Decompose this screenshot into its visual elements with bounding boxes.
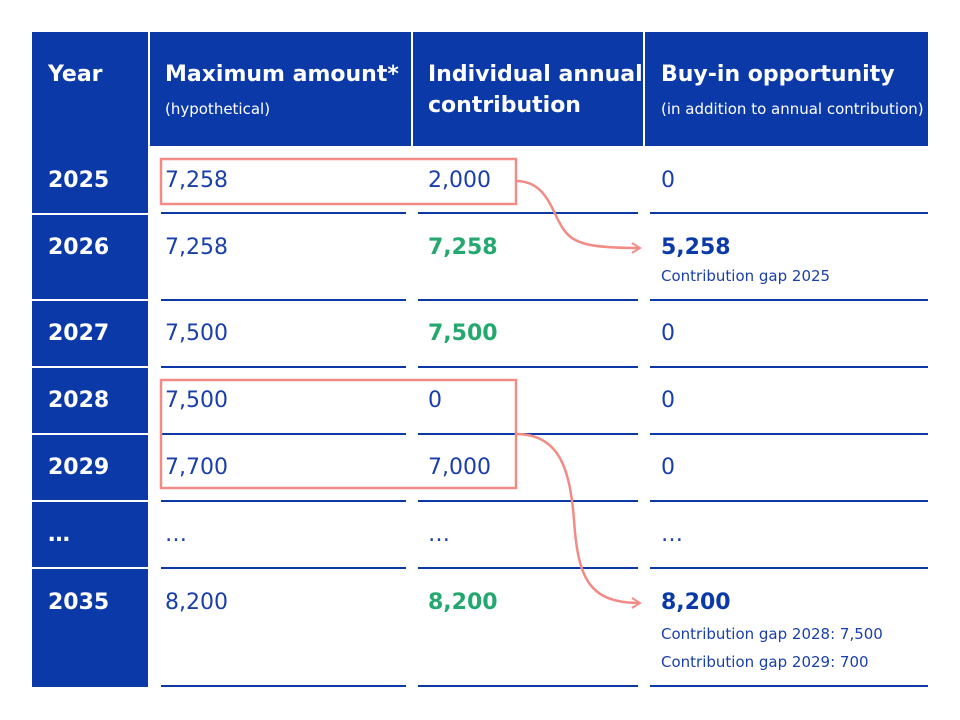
year-cell: 2026 (48, 235, 110, 260)
cell-underline (418, 567, 638, 569)
contribution-cell: 0 (428, 388, 442, 413)
cell-underline (161, 366, 406, 368)
gap-arrow-2035 (515, 432, 642, 609)
row-divider (32, 433, 148, 435)
header-max-amount-sub: (hypothetical) (165, 100, 271, 118)
buyin-cell: … (661, 522, 683, 547)
cell-underline (161, 567, 406, 569)
cell-underline (418, 366, 638, 368)
max-amount-cell: 7,500 (165, 321, 228, 346)
cell-underline (650, 567, 928, 569)
contribution-cell: 7,258 (428, 235, 498, 260)
year-cell: 2029 (48, 455, 110, 480)
year-cell: 2035 (48, 590, 110, 615)
header-individual-line2: contribution (428, 93, 581, 118)
cell-underline (650, 685, 928, 687)
contribution-cell: 8,200 (428, 590, 498, 615)
cell-underline (650, 500, 928, 502)
contribution-cell: 7,500 (428, 321, 498, 346)
cell-underline (418, 212, 638, 214)
table-header (32, 32, 928, 146)
max-amount-cell: 7,700 (165, 455, 228, 480)
cell-underline (418, 500, 638, 502)
cell-underline (161, 299, 406, 301)
max-amount-cell: 7,500 (165, 388, 228, 413)
buyin-note: Contribution gap 2029: 700 (661, 653, 869, 671)
buyin-note: Contribution gap 2025 (661, 267, 831, 285)
gap-arrow-2026 (515, 179, 642, 254)
highlight-box-2028-2029 (159, 378, 518, 490)
cell-underline (650, 433, 928, 435)
highlight-box-2025 (159, 157, 518, 206)
header-buyin-sub: (in addition to annual contribution) (661, 100, 924, 118)
buyin-cell: 5,258 (661, 235, 731, 260)
year-column (32, 146, 148, 687)
cell-underline (161, 212, 406, 214)
buyin-note: Contribution gap 2028: 7,500 (661, 625, 883, 643)
contribution-cell: 2,000 (428, 168, 491, 193)
header-max-amount: Maximum amount* (165, 62, 399, 87)
year-cell: 2025 (48, 168, 110, 193)
row-divider (32, 299, 148, 301)
header-divider (643, 32, 645, 146)
header-divider (411, 32, 413, 146)
header-individual-line1: Individual annual (428, 62, 643, 87)
row-divider (32, 213, 148, 215)
buyin-cell: 0 (661, 455, 675, 480)
cell-underline (650, 212, 928, 214)
year-cell: 2027 (48, 321, 110, 346)
header-year: Year (48, 62, 103, 87)
header-divider (148, 32, 150, 146)
cell-underline (161, 500, 406, 502)
cell-underline (418, 299, 638, 301)
row-divider (32, 366, 148, 368)
row-divider (32, 567, 148, 569)
year-cell: … (48, 522, 70, 547)
max-amount-cell: 7,258 (165, 235, 228, 260)
year-cell: 2028 (48, 388, 110, 413)
max-amount-cell: 7,258 (165, 168, 228, 193)
cell-underline (418, 685, 638, 687)
buyin-cell: 8,200 (661, 590, 731, 615)
cell-underline (650, 299, 928, 301)
row-divider (32, 500, 148, 502)
max-amount-cell: … (165, 522, 187, 547)
buyin-cell: 0 (661, 388, 675, 413)
contribution-cell: … (428, 522, 450, 547)
contribution-cell: 7,000 (428, 455, 491, 480)
max-amount-cell: 8,200 (165, 590, 228, 615)
cell-underline (161, 433, 406, 435)
cell-underline (161, 685, 406, 687)
buyin-cell: 0 (661, 168, 675, 193)
header-buyin: Buy-in opportunity (661, 62, 895, 87)
cell-underline (650, 366, 928, 368)
buyin-cell: 0 (661, 321, 675, 346)
